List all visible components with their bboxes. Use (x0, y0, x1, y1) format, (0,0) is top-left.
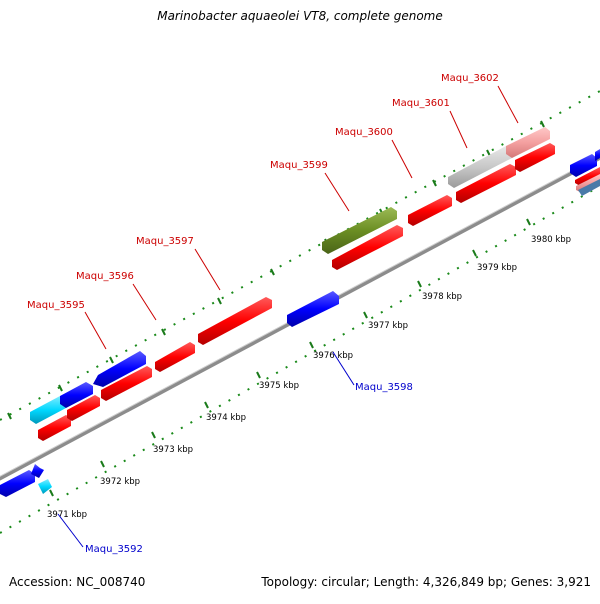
gene-arrow[interactable] (570, 154, 597, 177)
gene-arrow[interactable] (30, 396, 66, 424)
gene-arrow[interactable] (515, 143, 555, 172)
reverse-leaders (57, 351, 355, 548)
gene-arrow[interactable] (408, 195, 452, 226)
scale-label: 3973 kbp (153, 445, 193, 455)
scale-label: 3980 kbp (531, 235, 571, 245)
gene-label[interactable]: Maqu_3601 (392, 98, 450, 109)
gene-arrow[interactable] (60, 382, 93, 408)
scale-label: 3975 kbp (259, 381, 299, 391)
reverse-genes (0, 291, 339, 497)
gene-label[interactable]: Maqu_3600 (335, 127, 393, 138)
gene-arrow[interactable] (38, 479, 52, 494)
gene-arrow[interactable] (31, 464, 44, 478)
major-ticks (7, 120, 545, 497)
forward-genes (38, 143, 600, 441)
gene-arrow[interactable] (287, 291, 339, 327)
outer-track-genes (30, 127, 600, 424)
outer-tick-track (0, 90, 600, 421)
gene-labels: Maqu_3595 Maqu_3596 Maqu_3597 Maqu_3599 … (27, 73, 499, 555)
gene-arrow[interactable] (198, 297, 272, 345)
scale-labels: 3971 kbp 3972 kbp 3973 kbp 3974 kbp 3975… (47, 235, 571, 520)
gene-arrow[interactable] (101, 366, 152, 401)
gene-arrow[interactable] (67, 395, 100, 421)
gene-arrow[interactable] (506, 127, 550, 158)
inner-tick-track (0, 185, 600, 534)
gene-arrow[interactable] (155, 342, 195, 372)
scale-label: 3974 kbp (206, 413, 246, 423)
gene-label[interactable]: Maqu_3598 (355, 382, 413, 393)
gene-label[interactable]: Maqu_3596 (76, 271, 134, 282)
gene-arrow[interactable] (93, 351, 146, 387)
genome-summary-text: Topology: circular; Length: 4,326,849 bp… (261, 575, 591, 589)
gene-arrow[interactable] (448, 146, 512, 188)
gene-arrow[interactable] (332, 225, 403, 270)
accession-text: Accession: NC_008740 (9, 575, 146, 589)
scale-label: 3978 kbp (422, 292, 462, 302)
scale-label: 3979 kbp (477, 263, 517, 273)
gene-arrow[interactable] (595, 149, 600, 161)
gene-arrow[interactable] (576, 174, 600, 192)
gene-arrow[interactable] (0, 470, 35, 497)
gene-label[interactable]: Maqu_3597 (136, 236, 194, 247)
gene-arrow[interactable] (578, 179, 600, 196)
gene-label[interactable]: Maqu_3595 (27, 300, 85, 311)
gene-arrow[interactable] (575, 167, 600, 186)
gene-label[interactable]: Maqu_3599 (270, 160, 328, 171)
gene-label[interactable]: Maqu_3602 (441, 73, 499, 84)
forward-leaders (84, 85, 519, 350)
scale-label: 3971 kbp (47, 510, 87, 520)
gene-arrow[interactable] (322, 207, 397, 254)
gene-arrow[interactable] (456, 164, 516, 203)
map-title: Marinobacter aquaeolei VT8, complete gen… (157, 9, 443, 23)
gene-arrow[interactable] (38, 415, 71, 441)
scale-label: 3972 kbp (100, 477, 140, 487)
scale-label: 3976 kbp (313, 351, 353, 361)
gene-label[interactable]: Maqu_3592 (85, 544, 143, 555)
scale-label: 3977 kbp (368, 321, 408, 331)
